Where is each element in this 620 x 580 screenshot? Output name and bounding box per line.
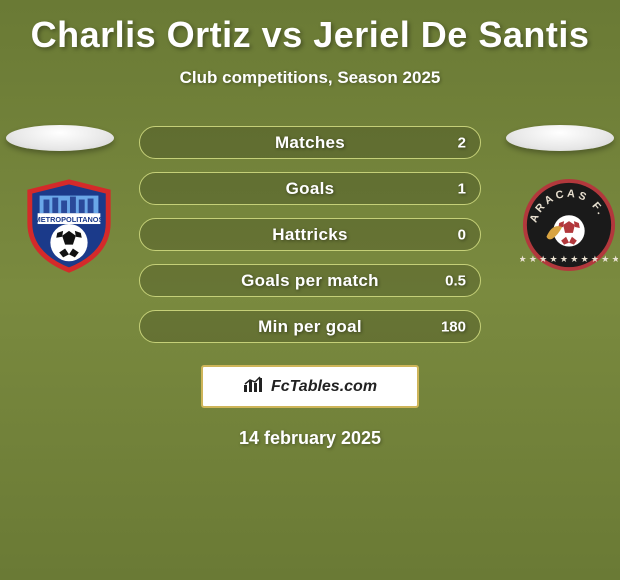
stat-row-matches: Matches 2 (139, 126, 481, 159)
stat-value: 1 (458, 180, 466, 197)
stat-row-hattricks: Hattricks 0 (139, 218, 481, 251)
branding-box: FcTables.com (201, 365, 419, 408)
club-badge-right: CARACAS F.C. ★ ★ ★ ★ ★ ★ ★ ★ ★ ★ (520, 176, 618, 274)
stat-row-goals-per-match: Goals per match 0.5 (139, 264, 481, 297)
branding-label: FcTables.com (271, 378, 377, 396)
stat-label: Min per goal (258, 317, 362, 337)
page-title: Charlis Ortiz vs Jeriel De Santis (0, 0, 620, 56)
stat-value: 2 (458, 134, 466, 151)
stat-value: 0.5 (445, 272, 466, 289)
player-photo-right (506, 125, 614, 151)
club-badge-left: METROPOLITANOS (20, 176, 118, 274)
stat-label: Matches (275, 133, 345, 153)
date-label: 14 february 2025 (0, 428, 620, 449)
stat-label: Goals per match (241, 271, 379, 291)
stat-row-goals: Goals 1 (139, 172, 481, 205)
stat-label: Goals (286, 179, 335, 199)
stat-label: Hattricks (272, 225, 347, 245)
svg-text:METROPOLITANOS: METROPOLITANOS (35, 215, 104, 224)
stat-row-min-per-goal: Min per goal 180 (139, 310, 481, 343)
stat-value: 180 (441, 318, 466, 335)
svg-text:★ ★ ★ ★ ★ ★ ★ ★ ★ ★: ★ ★ ★ ★ ★ ★ ★ ★ ★ ★ (520, 254, 618, 264)
chart-icon (243, 375, 265, 398)
player-photo-left (6, 125, 114, 151)
page-subtitle: Club competitions, Season 2025 (0, 68, 620, 88)
stat-value: 0 (458, 226, 466, 243)
